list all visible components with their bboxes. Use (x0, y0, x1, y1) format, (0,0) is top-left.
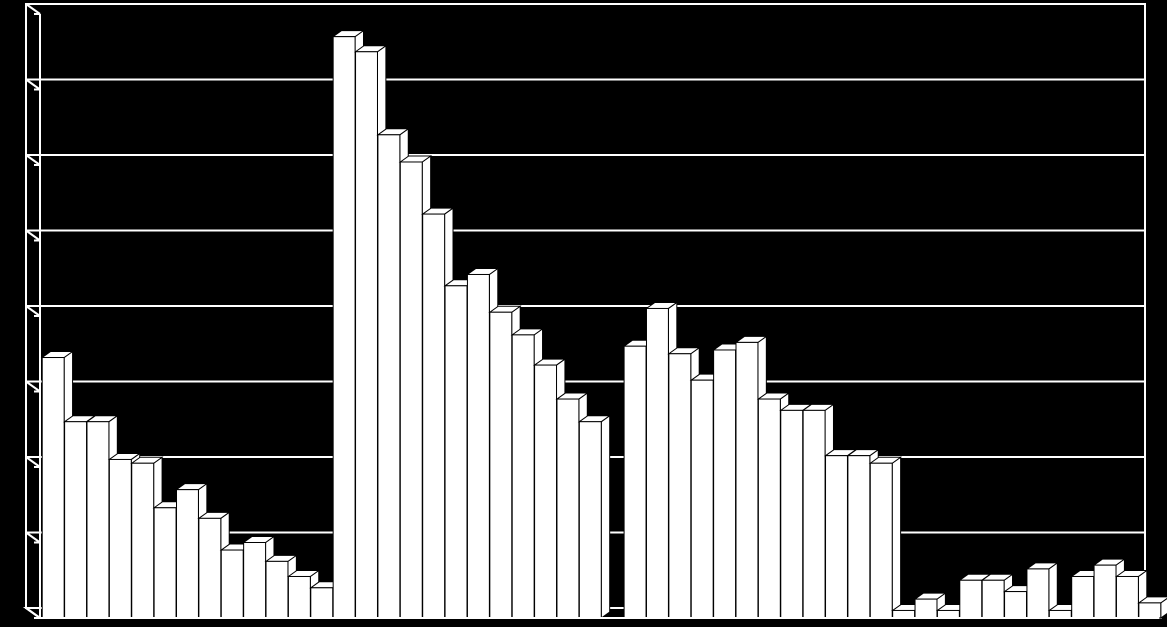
bar-chart (0, 0, 1167, 627)
bar (1139, 597, 1167, 618)
bar (579, 416, 609, 618)
bar (870, 457, 900, 618)
chart-frame (0, 0, 1167, 627)
bars-group (42, 31, 1167, 618)
